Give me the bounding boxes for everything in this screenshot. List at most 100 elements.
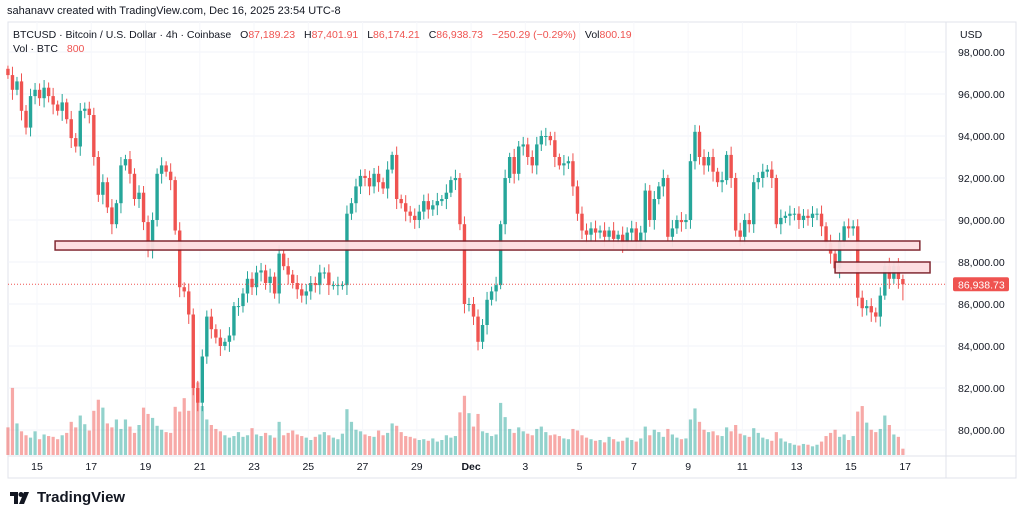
volume-bar — [566, 439, 571, 455]
volume-bar — [575, 430, 580, 455]
high-value: 87,401.91 — [311, 29, 359, 41]
volume-bar — [711, 431, 715, 455]
candle-body — [381, 182, 385, 189]
volume-bar — [263, 432, 268, 455]
candle-body — [300, 289, 304, 296]
volume-bar — [847, 440, 851, 455]
volume-bar — [150, 417, 155, 455]
volume-bar — [661, 436, 665, 455]
candle-body — [752, 182, 756, 225]
time-tick-label: 21 — [194, 461, 206, 473]
candle-body — [901, 279, 905, 285]
volume-bar — [164, 432, 168, 455]
candle-body — [693, 131, 697, 162]
candle-body — [476, 316, 480, 342]
candle-body — [64, 102, 69, 120]
candle-body — [155, 173, 159, 220]
candle-body — [83, 108, 87, 111]
candle-body — [281, 253, 286, 267]
candle-body — [539, 136, 543, 145]
candle-body — [42, 87, 46, 99]
volume-bar — [155, 425, 159, 455]
time-tick-label: 7 — [631, 461, 637, 473]
price-tick-label: 84,000.00 — [958, 341, 1005, 353]
candle-body — [453, 178, 458, 181]
candle-body — [535, 144, 539, 166]
time-tick-label: 25 — [302, 461, 314, 473]
volume-bar — [318, 434, 322, 455]
volume-bar — [517, 427, 521, 455]
volume-bar — [268, 435, 272, 455]
candle-body — [562, 163, 566, 166]
volume-bar — [128, 426, 132, 455]
volume-bar — [838, 436, 842, 455]
candle-body — [593, 228, 598, 233]
candle-body — [480, 325, 485, 342]
volume-bar — [426, 440, 430, 455]
candle-body — [164, 165, 168, 172]
candle-body — [688, 161, 693, 220]
candle-body — [639, 232, 643, 241]
volume-bar — [553, 434, 557, 455]
volume-bar — [842, 434, 846, 455]
volume-bar — [544, 432, 548, 455]
candle-body — [648, 190, 652, 220]
volume-bar — [345, 409, 349, 455]
candle-body — [168, 171, 173, 181]
volume-bar — [96, 399, 100, 455]
volume-bar — [765, 439, 769, 455]
volume-bar — [114, 419, 119, 455]
volume-bar — [806, 444, 810, 455]
currency-label[interactable]: USD — [960, 29, 983, 41]
candle-body — [33, 89, 37, 97]
volume-bar — [471, 426, 476, 455]
candle-body — [182, 287, 186, 292]
volume-bar — [779, 438, 783, 455]
volume-bar — [539, 426, 543, 455]
candle-body — [747, 220, 751, 225]
candle-body — [385, 169, 390, 189]
volume-bar — [56, 439, 60, 455]
candle-body — [191, 314, 195, 388]
volume-bar — [480, 431, 485, 455]
close-label: C — [428, 29, 437, 41]
vol-value: 800.19 — [599, 29, 632, 41]
volume-bar — [6, 427, 10, 455]
candle-body — [290, 274, 295, 283]
candle-body — [467, 304, 471, 305]
candle-body — [417, 211, 421, 220]
volume-bar — [797, 445, 801, 455]
candle-body — [801, 215, 806, 220]
candle-body — [765, 169, 769, 172]
volume-bar — [892, 434, 896, 455]
symbol-legend: BTCUSD · Bitcoin / U.S. Dollar · 4h · Co… — [13, 29, 632, 41]
candle-body — [851, 226, 855, 229]
candle-body — [810, 213, 815, 218]
symbol-description[interactable]: BTCUSD · Bitcoin / U.S. Dollar · 4h · Co… — [13, 29, 232, 41]
volume-indicator-name[interactable]: Vol · BTC — [13, 43, 58, 55]
volume-bar — [444, 435, 448, 455]
last-price-badge — [953, 277, 1009, 292]
volume-bar — [413, 438, 417, 455]
candle-body — [24, 110, 28, 128]
volume-bar — [747, 436, 751, 455]
volume-bar — [896, 436, 900, 455]
candle-body — [720, 180, 724, 183]
tradingview-logo: TradingView — [10, 489, 125, 506]
volume-bar — [729, 431, 733, 455]
close-value: 86,938.73 — [436, 29, 483, 41]
volume-bar — [616, 441, 620, 455]
volume-bar — [535, 428, 539, 455]
volume-bar — [815, 444, 819, 455]
time-tick-label: 15 — [31, 461, 43, 473]
volume-bar — [399, 432, 403, 455]
candle-body — [173, 180, 177, 231]
volume-bar — [869, 429, 873, 455]
candle-body — [309, 283, 313, 292]
volume-bar — [584, 437, 589, 455]
candle-body — [245, 278, 250, 294]
candle-body — [146, 222, 150, 250]
volume-bar — [657, 432, 661, 455]
candle-body — [150, 220, 155, 250]
